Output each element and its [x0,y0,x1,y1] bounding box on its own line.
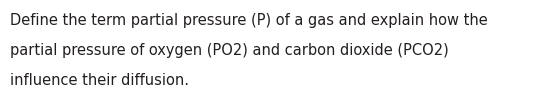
Text: influence their diffusion.: influence their diffusion. [10,74,189,89]
Text: Define the term partial pressure (P) of a gas and explain how the: Define the term partial pressure (P) of … [10,13,488,28]
Text: partial pressure of oxygen (PO2) and carbon dioxide (PCO2): partial pressure of oxygen (PO2) and car… [10,43,449,58]
